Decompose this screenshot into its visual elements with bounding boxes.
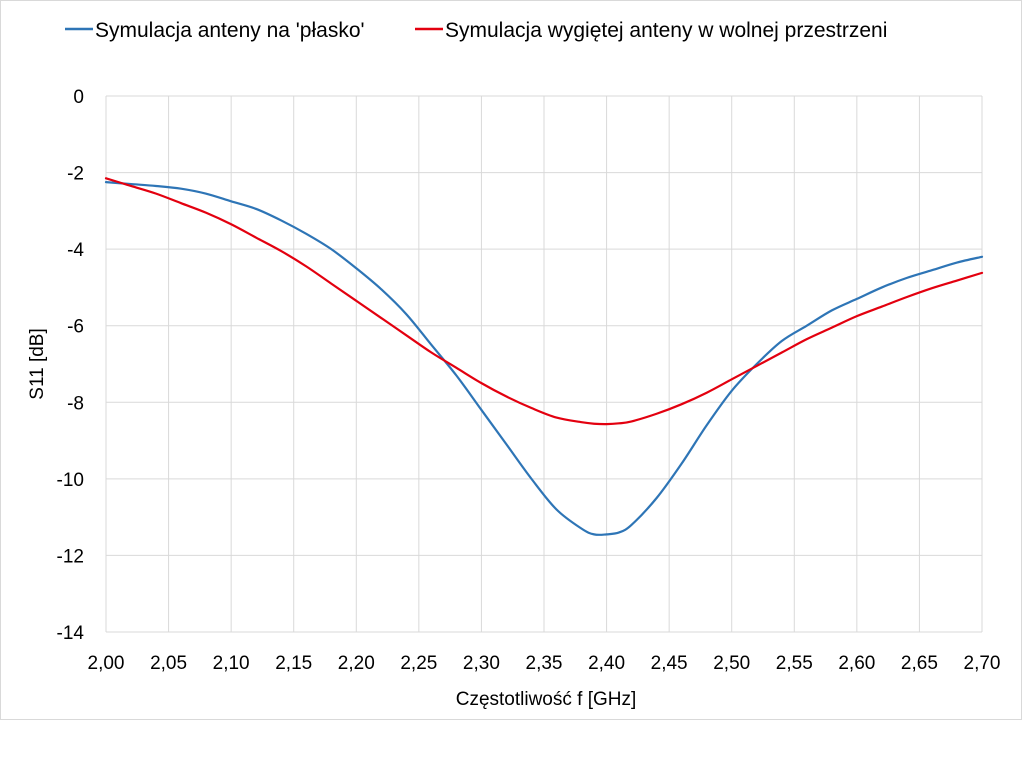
x-tick-label: 2,65: [901, 653, 938, 674]
series-line-0: [104, 181, 984, 536]
x-tick-label: 2,50: [713, 653, 750, 674]
y-tick-label: -14: [57, 623, 85, 644]
y-tick-label: -10: [57, 470, 84, 491]
x-axis-title: Częstotliwość f [GHz]: [456, 689, 637, 710]
y-tick-label: -6: [67, 317, 84, 338]
x-tick-label: 2,60: [838, 653, 875, 674]
y-tick-label: 0: [73, 87, 84, 108]
x-tick-label: 2,00: [88, 653, 125, 674]
series-line-1: [104, 177, 984, 426]
y-tick-label: -12: [57, 546, 84, 567]
series-lines: [104, 177, 984, 536]
x-axis-tick-labels: 2,00 2,05 2,10 2,15 2,20 2,25 2,30 2,35 2,40 2,45…: [88, 653, 1001, 674]
x-tick-label: 2,30: [463, 653, 500, 674]
y-tick-label: -4: [67, 240, 84, 261]
gridlines: [105, 95, 983, 633]
legend-label-series-1: Symulacja wygiętej anteny w wolnej przes…: [445, 19, 887, 42]
y-tick-label: -8: [67, 393, 84, 414]
x-tick-label: 2,10: [213, 653, 250, 674]
x-tick-label: 2,70: [964, 653, 1001, 674]
y-axis-tick-labels: 0 -2 -4 -6 -8 -10 -12 -14: [57, 87, 85, 644]
y-axis-title: S11 [dB]: [27, 328, 48, 399]
x-tick-label: 2,40: [588, 653, 625, 674]
x-tick-label: 2,05: [150, 653, 187, 674]
x-tick-label: 2,45: [651, 653, 688, 674]
x-tick-label: 2,20: [338, 653, 375, 674]
x-tick-label: 2,25: [400, 653, 437, 674]
x-tick-label: 2,55: [776, 653, 813, 674]
x-tick-label: 2,35: [526, 653, 563, 674]
x-tick-label: 2,15: [275, 653, 312, 674]
legend: Symulacja anteny na 'płasko' Symulacja w…: [65, 19, 887, 42]
s11-line-chart: Symulacja anteny na 'płasko' Symulacja w…: [27, 19, 1001, 710]
chart-frame: Symulacja anteny na 'płasko' Symulacja w…: [0, 0, 1022, 720]
legend-label-series-0: Symulacja anteny na 'płasko': [95, 19, 365, 42]
y-tick-label: -2: [67, 164, 84, 185]
